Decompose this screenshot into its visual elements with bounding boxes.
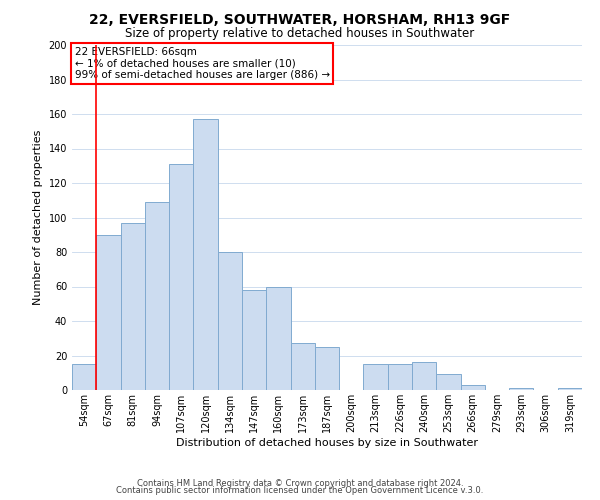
Text: 22 EVERSFIELD: 66sqm
← 1% of detached houses are smaller (10)
99% of semi-detach: 22 EVERSFIELD: 66sqm ← 1% of detached ho…	[74, 46, 329, 80]
Bar	[364, 364, 388, 390]
Text: 22, EVERSFIELD, SOUTHWATER, HORSHAM, RH13 9GF: 22, EVERSFIELD, SOUTHWATER, HORSHAM, RH1…	[89, 12, 511, 26]
Bar	[242, 290, 266, 390]
Bar	[388, 364, 412, 390]
X-axis label: Distribution of detached houses by size in Southwater: Distribution of detached houses by size …	[176, 438, 478, 448]
Bar	[315, 347, 339, 390]
Bar	[412, 362, 436, 390]
Bar	[145, 202, 169, 390]
Bar	[169, 164, 193, 390]
Text: Contains HM Land Registry data © Crown copyright and database right 2024.: Contains HM Land Registry data © Crown c…	[137, 478, 463, 488]
Text: Contains public sector information licensed under the Open Government Licence v.: Contains public sector information licen…	[116, 486, 484, 495]
Y-axis label: Number of detached properties: Number of detached properties	[33, 130, 43, 305]
Bar	[121, 222, 145, 390]
Bar	[436, 374, 461, 390]
Text: Size of property relative to detached houses in Southwater: Size of property relative to detached ho…	[125, 28, 475, 40]
Bar	[509, 388, 533, 390]
Bar	[96, 235, 121, 390]
Bar	[461, 385, 485, 390]
Bar	[266, 286, 290, 390]
Bar	[193, 119, 218, 390]
Bar	[558, 388, 582, 390]
Bar	[290, 344, 315, 390]
Bar	[72, 364, 96, 390]
Bar	[218, 252, 242, 390]
